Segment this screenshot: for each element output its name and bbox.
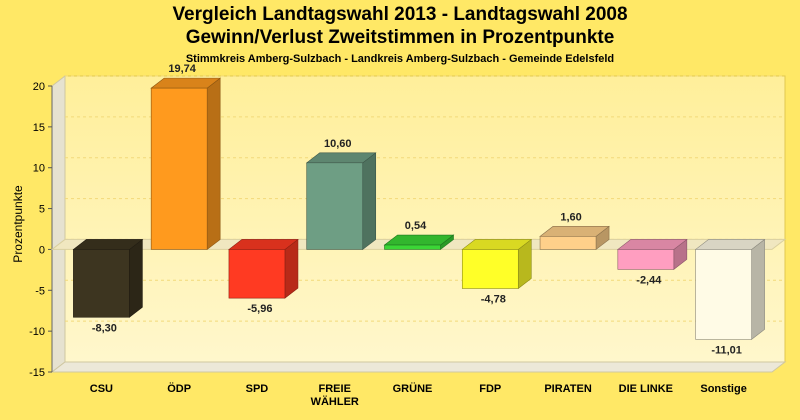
y-tick-label: 10 [33, 163, 45, 175]
bar [228, 238, 299, 299]
y-tick-label: -5 [35, 285, 45, 297]
bar-side [362, 152, 377, 251]
chart-subtitle: Gewinn/Verlust Zweitstimmen in Prozentpu… [185, 27, 615, 48]
data-label: -11,01 [711, 344, 742, 356]
x-tick-label: FDP [479, 383, 501, 395]
chart-title: Vergleich Landtagswahl 2013 - Landtagswa… [172, 4, 628, 25]
data-label: 0,54 [405, 220, 427, 232]
y-tick-label: 5 [39, 204, 45, 216]
x-tick-label: CSU [90, 383, 113, 395]
labels: 20 15 10 5 0 -5 -10 -15 Prozentpunkte -8,30 CSU 19,… [11, 63, 747, 408]
bar-front [539, 236, 597, 250]
bar-side [751, 238, 765, 341]
y-tick-label: 15 [33, 122, 45, 134]
y-tick-label: -10 [29, 326, 45, 338]
chart-region-subtitle: Stimmkreis Amberg-Sulzbach - Landkreis A… [185, 53, 615, 65]
bar-front [384, 244, 441, 250]
bar [150, 77, 222, 251]
plot-side-wall [51, 74, 66, 374]
bar [72, 238, 144, 318]
x-tick-label: ÖDP [167, 382, 191, 395]
y-tick-label: -15 [29, 367, 45, 379]
bar [383, 234, 455, 251]
bar [616, 238, 688, 270]
data-label: 10,60 [324, 138, 352, 150]
bar-front [617, 249, 675, 270]
data-label: 1,60 [560, 211, 581, 223]
y-tick-label: 0 [39, 244, 45, 256]
bar-front [150, 87, 208, 250]
x-tick-label: SPD [246, 383, 269, 395]
data-label: -2,44 [636, 274, 662, 286]
x-tick-label: PIRATEN [544, 383, 592, 395]
bar-side [129, 238, 143, 318]
bar-front [306, 162, 364, 250]
x-tick-label: Sonstige [700, 383, 746, 395]
bar [461, 238, 533, 290]
data-label: -4,78 [481, 293, 506, 305]
data-label: -8,30 [92, 322, 117, 334]
x-tick-label: DIE LINKE [619, 383, 673, 395]
plot-floor [50, 361, 787, 373]
bar-front [695, 249, 752, 340]
bar-front [228, 249, 286, 299]
y-tick-label: 20 [33, 81, 45, 93]
bar [694, 238, 766, 341]
bar-side [206, 77, 221, 251]
bar-front [461, 249, 519, 289]
bar [305, 152, 377, 251]
data-label: -5,96 [247, 303, 272, 315]
y-axis-label: Prozentpunkte [11, 185, 25, 263]
bar [539, 225, 610, 251]
x-tick-label: WÄHLER [311, 395, 359, 408]
x-tick-label: GRÜNE [393, 382, 433, 395]
bars [72, 77, 766, 341]
bar-front [73, 249, 130, 318]
data-label: 19,74 [168, 63, 196, 75]
x-tick-label: FREIE [319, 383, 351, 395]
